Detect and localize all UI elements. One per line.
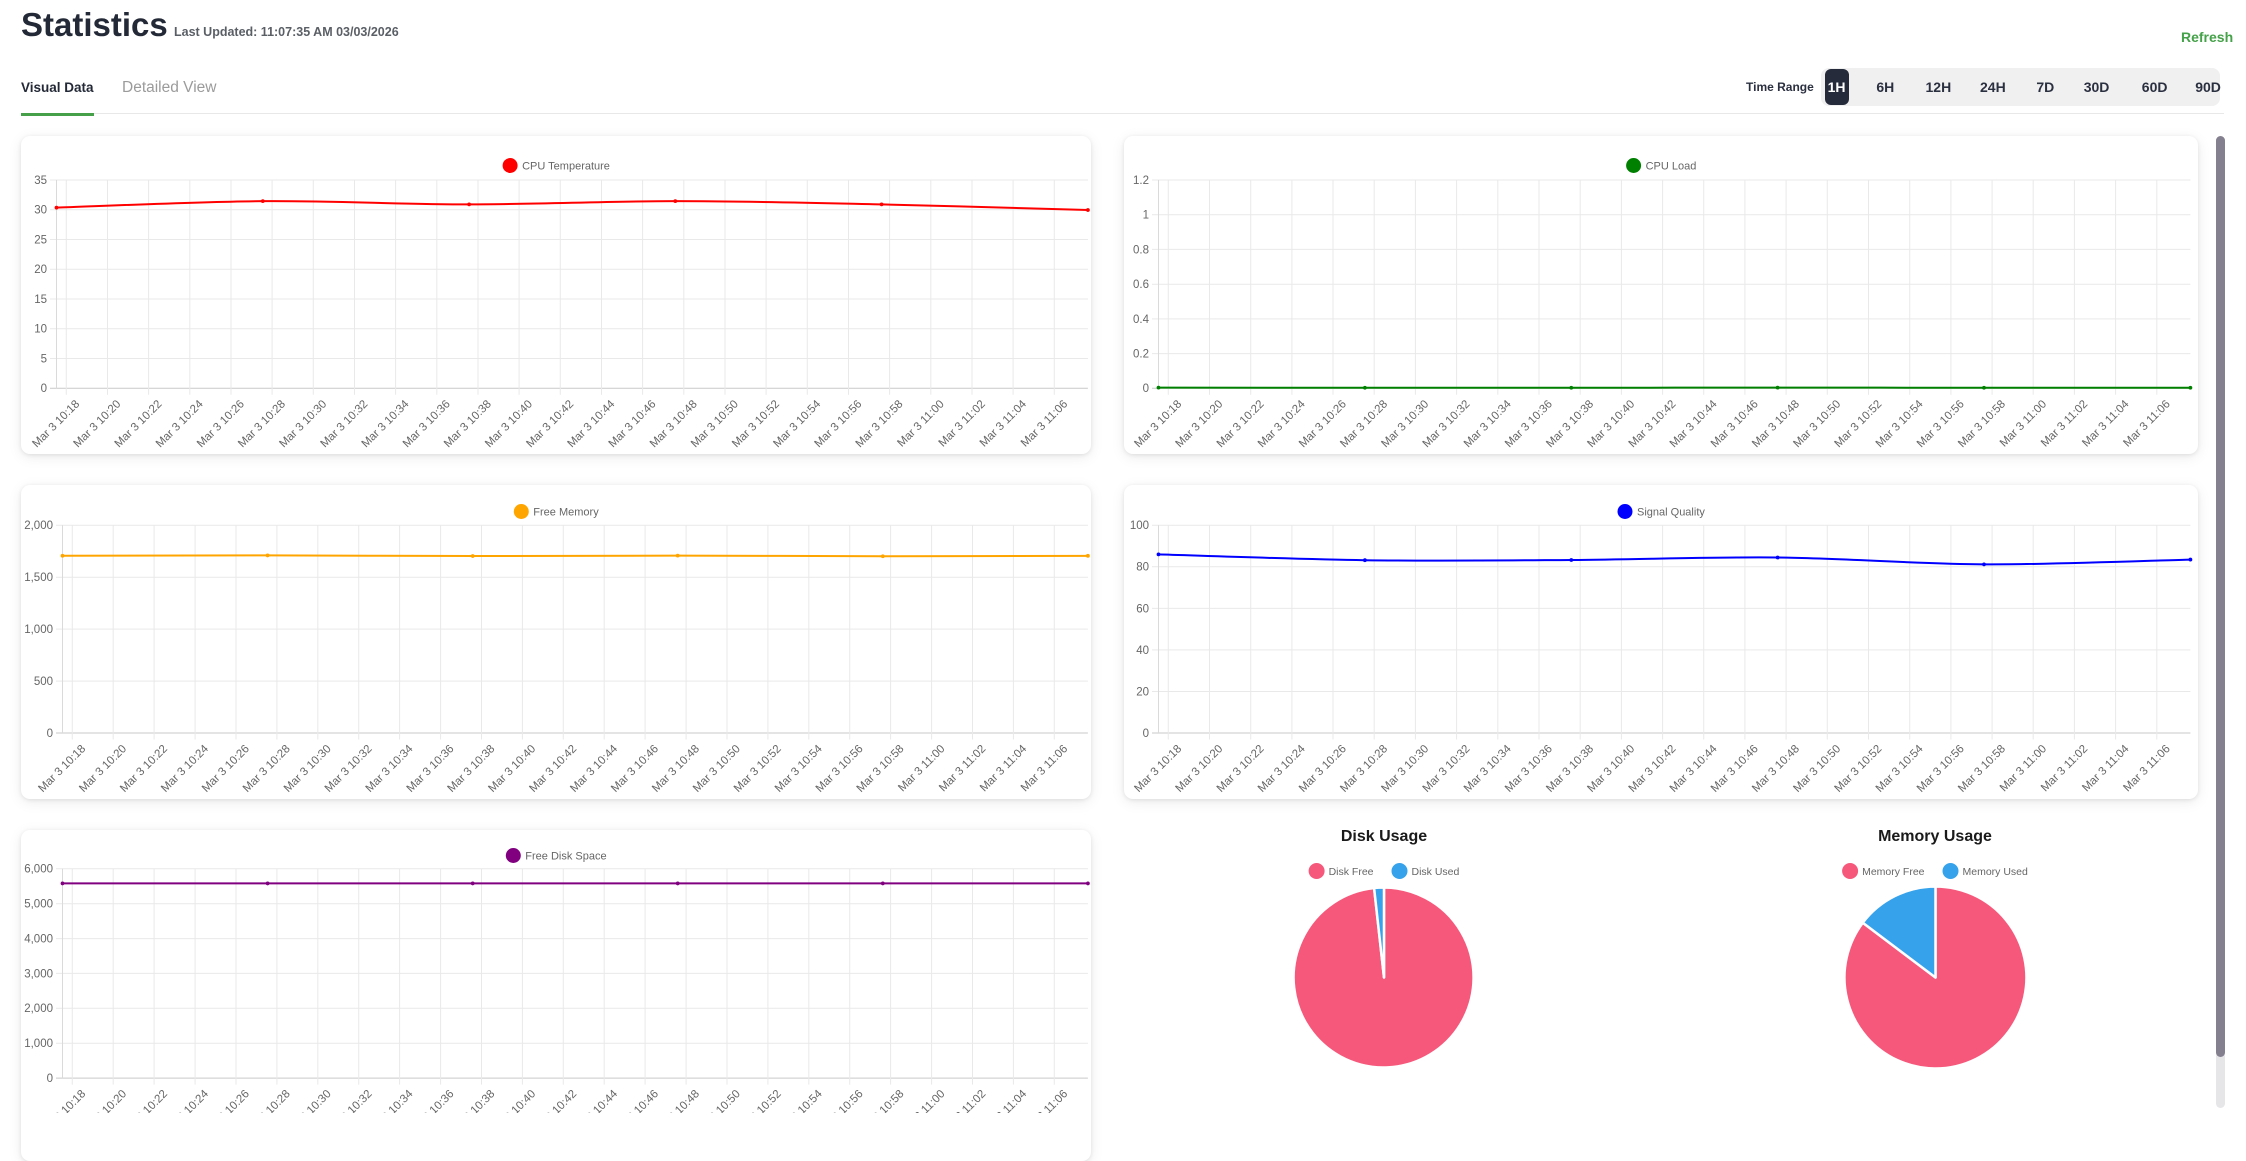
svg-text:5,000: 5,000 [24, 899, 53, 911]
svg-text:25: 25 [34, 234, 47, 246]
svg-text:Memory Used: Memory Used [1963, 866, 2029, 878]
svg-text:Mar 3 10:18: Mar 3 10:18 [36, 1088, 88, 1113]
svg-text:Mar 3 10:46: Mar 3 10:46 [609, 1088, 661, 1113]
svg-text:0: 0 [1143, 383, 1149, 395]
svg-text:Mar 3 10:50: Mar 3 10:50 [691, 1088, 743, 1113]
svg-text:Disk Usage: Disk Usage [1341, 830, 1427, 845]
svg-text:Mar 3 10:52: Mar 3 10:52 [732, 1088, 784, 1113]
svg-text:Memory Free: Memory Free [1862, 866, 1925, 878]
svg-text:Memory Usage: Memory Usage [1878, 830, 1992, 845]
svg-text:30: 30 [34, 205, 47, 217]
svg-text:Mar 3 10:58: Mar 3 10:58 [855, 1088, 907, 1113]
svg-text:100: 100 [1130, 520, 1149, 532]
svg-text:Free Disk Space: Free Disk Space [525, 851, 606, 863]
svg-text:Mar 3 11:04: Mar 3 11:04 [978, 1088, 1030, 1113]
svg-text:Mar 3 11:06: Mar 3 11:06 [1019, 1088, 1070, 1113]
svg-text:CPU Load: CPU Load [1646, 161, 1697, 173]
svg-text:Mar 3 10:40: Mar 3 10:40 [486, 1088, 538, 1113]
svg-text:Mar 3 10:28: Mar 3 10:28 [241, 1088, 293, 1113]
svg-text:1,500: 1,500 [24, 572, 53, 584]
svg-text:Free Memory: Free Memory [533, 507, 599, 519]
svg-text:0.6: 0.6 [1133, 279, 1149, 291]
svg-text:35: 35 [34, 175, 47, 187]
svg-text:0: 0 [1143, 728, 1149, 740]
svg-text:CPU Temperature: CPU Temperature [522, 161, 610, 173]
svg-text:Mar 3 10:42: Mar 3 10:42 [527, 1088, 579, 1113]
svg-text:0: 0 [47, 728, 53, 740]
svg-text:0.8: 0.8 [1133, 244, 1149, 256]
svg-text:Mar 3 10:48: Mar 3 10:48 [650, 1088, 702, 1113]
svg-text:Mar 3 10:20: Mar 3 10:20 [77, 1088, 129, 1113]
svg-text:Mar 3 11:02: Mar 3 11:02 [937, 1088, 988, 1113]
svg-text:Mar 3 10:22: Mar 3 10:22 [118, 1088, 170, 1113]
svg-text:6,000: 6,000 [24, 864, 53, 876]
svg-text:Mar 3 10:38: Mar 3 10:38 [446, 1088, 498, 1113]
svg-text:Signal Quality: Signal Quality [1637, 507, 1705, 519]
svg-text:1,000: 1,000 [24, 1038, 53, 1050]
svg-text:5: 5 [41, 353, 47, 365]
svg-text:80: 80 [1136, 562, 1149, 574]
svg-text:60: 60 [1136, 603, 1149, 615]
svg-text:15: 15 [34, 294, 47, 306]
svg-text:0.4: 0.4 [1133, 314, 1150, 326]
svg-text:Mar 3 10:44: Mar 3 10:44 [568, 1088, 620, 1113]
svg-text:1: 1 [1143, 210, 1149, 222]
svg-text:Mar 3 10:30: Mar 3 10:30 [282, 1088, 334, 1113]
svg-text:1,000: 1,000 [24, 624, 53, 636]
svg-text:Disk Free: Disk Free [1329, 866, 1374, 878]
svg-text:Mar 3 10:34: Mar 3 10:34 [364, 1088, 416, 1113]
svg-text:500: 500 [34, 676, 53, 688]
svg-text:2,000: 2,000 [24, 1003, 53, 1015]
svg-text:0: 0 [41, 383, 47, 395]
svg-text:Mar 3 10:56: Mar 3 10:56 [814, 1088, 866, 1113]
svg-text:Mar 3 11:00: Mar 3 11:00 [896, 1088, 947, 1113]
svg-text:20: 20 [1136, 686, 1149, 698]
svg-text:Mar 3 10:32: Mar 3 10:32 [323, 1088, 375, 1113]
svg-text:Disk Used: Disk Used [1412, 866, 1460, 878]
svg-text:40: 40 [1136, 645, 1149, 657]
svg-text:4,000: 4,000 [24, 934, 53, 946]
svg-text:0.2: 0.2 [1133, 349, 1149, 361]
svg-text:Mar 3 10:24: Mar 3 10:24 [159, 1088, 211, 1113]
svg-text:Mar 3 10:54: Mar 3 10:54 [773, 1088, 825, 1113]
svg-text:10: 10 [34, 324, 47, 336]
svg-text:0: 0 [47, 1073, 53, 1085]
svg-text:Mar 3 10:36: Mar 3 10:36 [405, 1088, 457, 1113]
svg-text:Mar 3 10:26: Mar 3 10:26 [200, 1088, 252, 1113]
svg-text:2,000: 2,000 [24, 520, 53, 532]
svg-text:20: 20 [34, 264, 47, 276]
svg-text:3,000: 3,000 [24, 968, 53, 980]
svg-text:1.2: 1.2 [1133, 175, 1149, 187]
